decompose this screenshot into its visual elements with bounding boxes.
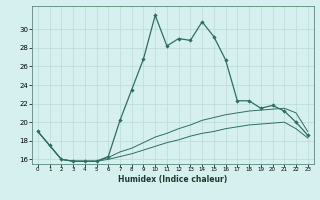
X-axis label: Humidex (Indice chaleur): Humidex (Indice chaleur) (118, 175, 228, 184)
